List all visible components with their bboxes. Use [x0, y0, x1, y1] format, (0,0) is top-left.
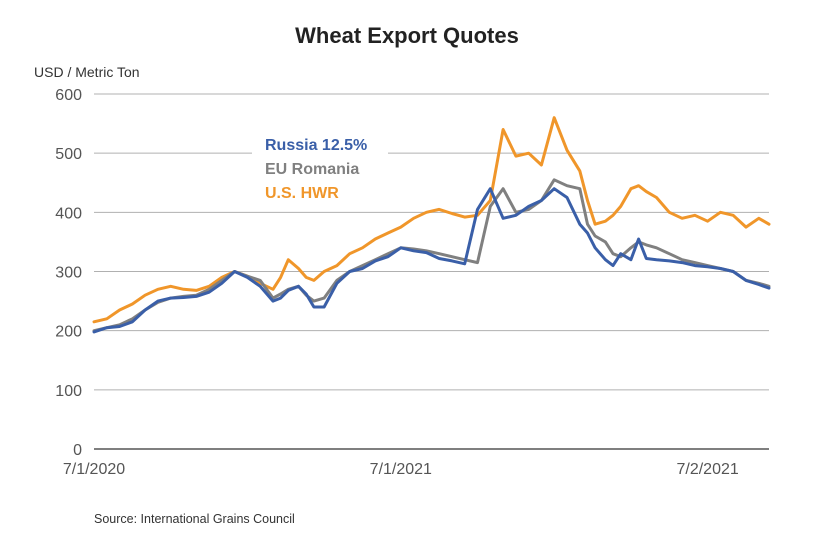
x-tick-label: 7/2/2021: [676, 461, 738, 478]
legend-entry-us-hwr: U.S. HWR: [265, 185, 339, 202]
legend: Russia 12.5% EU Romania U.S. HWR: [252, 126, 388, 210]
y-tick-labels: 0 100 200 300 400 500 600: [55, 87, 82, 459]
series-lines: [92, 116, 771, 334]
x-tick-label: 7/1/2021: [370, 461, 432, 478]
series-line-russia-12-5: [92, 187, 771, 334]
source-note: Source: International Grains Council: [94, 512, 295, 526]
x-tick-labels: 7/1/2020 7/1/2021 7/2/2021: [63, 461, 739, 478]
y-tick-label: 300: [55, 265, 82, 282]
chart-title: Wheat Export Quotes: [295, 23, 519, 48]
y-tick-label: 0: [73, 442, 82, 459]
y-tick-label: 600: [55, 87, 82, 104]
y-tick-label: 200: [55, 324, 82, 341]
y-tick-label: 500: [55, 146, 82, 163]
series-line-u-s-hwr: [92, 116, 771, 324]
x-tick-label: 7/1/2020: [63, 461, 125, 478]
gridlines: [94, 93, 769, 391]
legend-entry-eu-romania: EU Romania: [265, 161, 359, 178]
series-line-eu-romania: [92, 178, 771, 333]
y-tick-label: 100: [55, 383, 82, 400]
y-axis-label: USD / Metric Ton: [34, 64, 140, 80]
legend-background: [252, 126, 388, 210]
legend-entry-russia: Russia 12.5%: [265, 137, 367, 154]
y-tick-label: 400: [55, 205, 82, 222]
